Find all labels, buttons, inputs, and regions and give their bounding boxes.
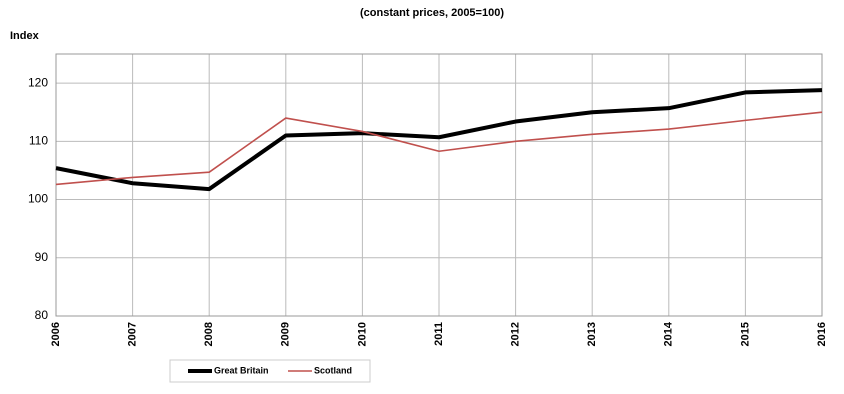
x-tick-label: 2009	[280, 322, 292, 346]
x-tick-label: 2015	[739, 322, 751, 346]
y-tick-label: 110	[29, 134, 48, 148]
x-tick-label: 2011	[433, 322, 445, 346]
legend-label: Scotland	[314, 365, 352, 375]
legend	[169, 359, 371, 383]
x-tick-label: 2016	[816, 322, 828, 346]
legend-label: Great Britain	[214, 365, 269, 375]
series-line	[55, 88, 823, 192]
y-axis-label: Index	[10, 30, 40, 42]
x-tick-label: 2013	[586, 322, 598, 346]
y-tick-label: 120	[28, 75, 48, 89]
series-line	[55, 111, 823, 186]
y-tick-label: 100	[28, 192, 48, 206]
x-tick-label: 2010	[356, 322, 368, 346]
y-tick-label: 80	[35, 308, 49, 322]
x-tick-label: 2008	[203, 322, 215, 346]
plot-border	[55, 53, 823, 317]
x-tick-label: 2014	[663, 321, 675, 346]
y-tick-label: 90	[35, 250, 49, 264]
x-tick-label: 2012	[510, 322, 522, 346]
chart-title: (constant prices, 2005=100)	[360, 7, 504, 19]
x-tick-label: 2006	[50, 322, 62, 346]
x-tick-label: 2007	[127, 322, 139, 346]
